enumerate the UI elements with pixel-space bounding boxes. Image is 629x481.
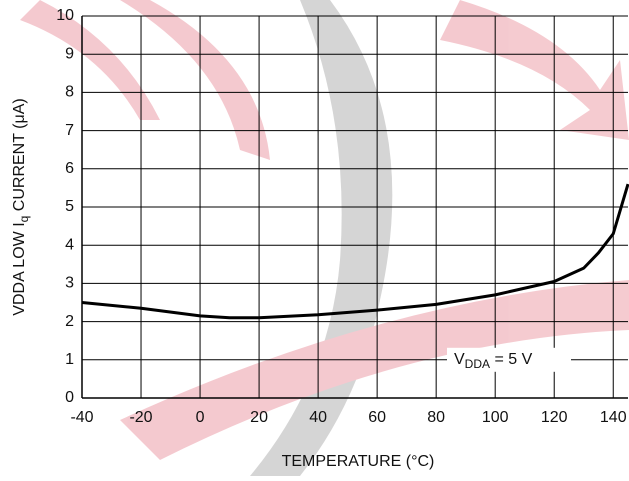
y-tick-label: 9 <box>65 45 74 62</box>
watermark <box>20 0 629 476</box>
x-tick-label: 0 <box>196 409 205 426</box>
x-tick-label: 120 <box>541 409 568 426</box>
y-tick-label: 10 <box>56 7 74 24</box>
x-tick-label: 20 <box>250 409 268 426</box>
annotation-bg <box>447 347 571 372</box>
x-tick-label: -20 <box>129 409 152 426</box>
y-axis-label: VDDA LOW Iq CURRENT (μA) <box>11 98 31 315</box>
x-tick-label: -40 <box>70 409 93 426</box>
data-line <box>81 183 629 320</box>
y-tick-label: 1 <box>65 351 74 368</box>
annotation-part: V <box>454 351 465 368</box>
y-tick-label: 5 <box>65 198 74 215</box>
y-label-part: VDDA LOW I <box>11 222 28 315</box>
y-tick-label: 4 <box>65 236 74 253</box>
annotation-part: = 5 V <box>490 351 533 368</box>
y-tick-label: 8 <box>65 84 74 101</box>
y-label-subscript: q <box>17 216 31 223</box>
x-axis-label: TEMPERATURE (°C) <box>282 453 435 470</box>
x-tick-label: 40 <box>309 409 327 426</box>
x-tick-label: 80 <box>427 409 445 426</box>
x-tick-label: 60 <box>368 409 386 426</box>
annotation: VDDA = 5 V <box>454 351 533 371</box>
x-tick-label: 140 <box>600 409 627 426</box>
y-tick-label: 2 <box>65 313 74 330</box>
y-label-part: CURRENT (μA) <box>11 98 28 215</box>
y-tick-label: 6 <box>65 160 74 177</box>
y-tick-label: 7 <box>65 122 74 139</box>
x-tick-label: 100 <box>482 409 509 426</box>
annotation-subscript: DDA <box>465 357 490 371</box>
y-tick-label: 0 <box>65 389 74 406</box>
y-tick-label: 3 <box>65 275 74 292</box>
